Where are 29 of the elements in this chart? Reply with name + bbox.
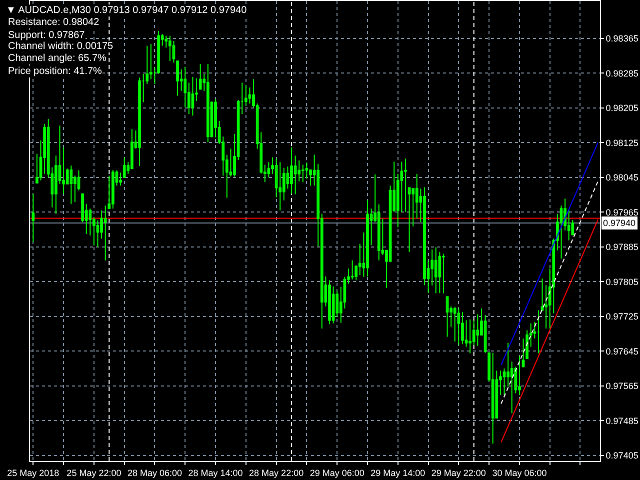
y-tick-label: 0.98045 [606, 172, 638, 183]
y-tick-label: 0.98205 [606, 103, 638, 114]
ref-line-label: 0.97940 [603, 218, 636, 228]
x-tick-label: 25 May 22:00 [66, 468, 122, 478]
x-tick-label: 28 May 06:00 [127, 468, 182, 478]
x-tick-label: 30 May 06:00 [492, 468, 547, 478]
x-tick-label: 29 May 06:00 [310, 468, 364, 478]
annotation: Price position: 41.7% [8, 66, 102, 77]
annotation: Support: 0.97867 [8, 30, 86, 41]
y-tick-label: 0.98285 [606, 68, 638, 78]
y-tick-label: 0.97965 [606, 207, 638, 218]
x-tick-label: 28 May 22:00 [249, 468, 304, 478]
y-tick-label: 0.97645 [606, 346, 638, 356]
y-tick-label: 0.97485 [606, 416, 638, 426]
chart-title: ▼ AUDCAD.e,M30 0.97913 0.97947 0.97912 0.97940 [6, 5, 248, 16]
x-tick-label: 25 May 2018 [7, 468, 60, 478]
annotation: Channel width: 0.00175 [8, 41, 114, 52]
x-tick-label: 29 May 14:00 [370, 468, 426, 478]
y-tick-label: 0.97405 [606, 450, 638, 460]
y-tick-label: 0.97725 [606, 312, 638, 322]
y-tick-label: 0.98365 [606, 34, 638, 44]
annotation: Channel angle: 65.7% [8, 53, 107, 64]
x-tick-label: 29 May 22:00 [431, 468, 486, 478]
y-tick-label: 0.97885 [606, 242, 638, 252]
annotation: Resistance: 0.98042 [8, 17, 100, 28]
x-tick-label: 28 May 14:00 [188, 468, 243, 478]
y-tick-label: 0.97805 [606, 276, 638, 287]
y-tick-label: 0.97565 [606, 381, 638, 391]
y-tick-label: 0.98125 [606, 138, 638, 148]
